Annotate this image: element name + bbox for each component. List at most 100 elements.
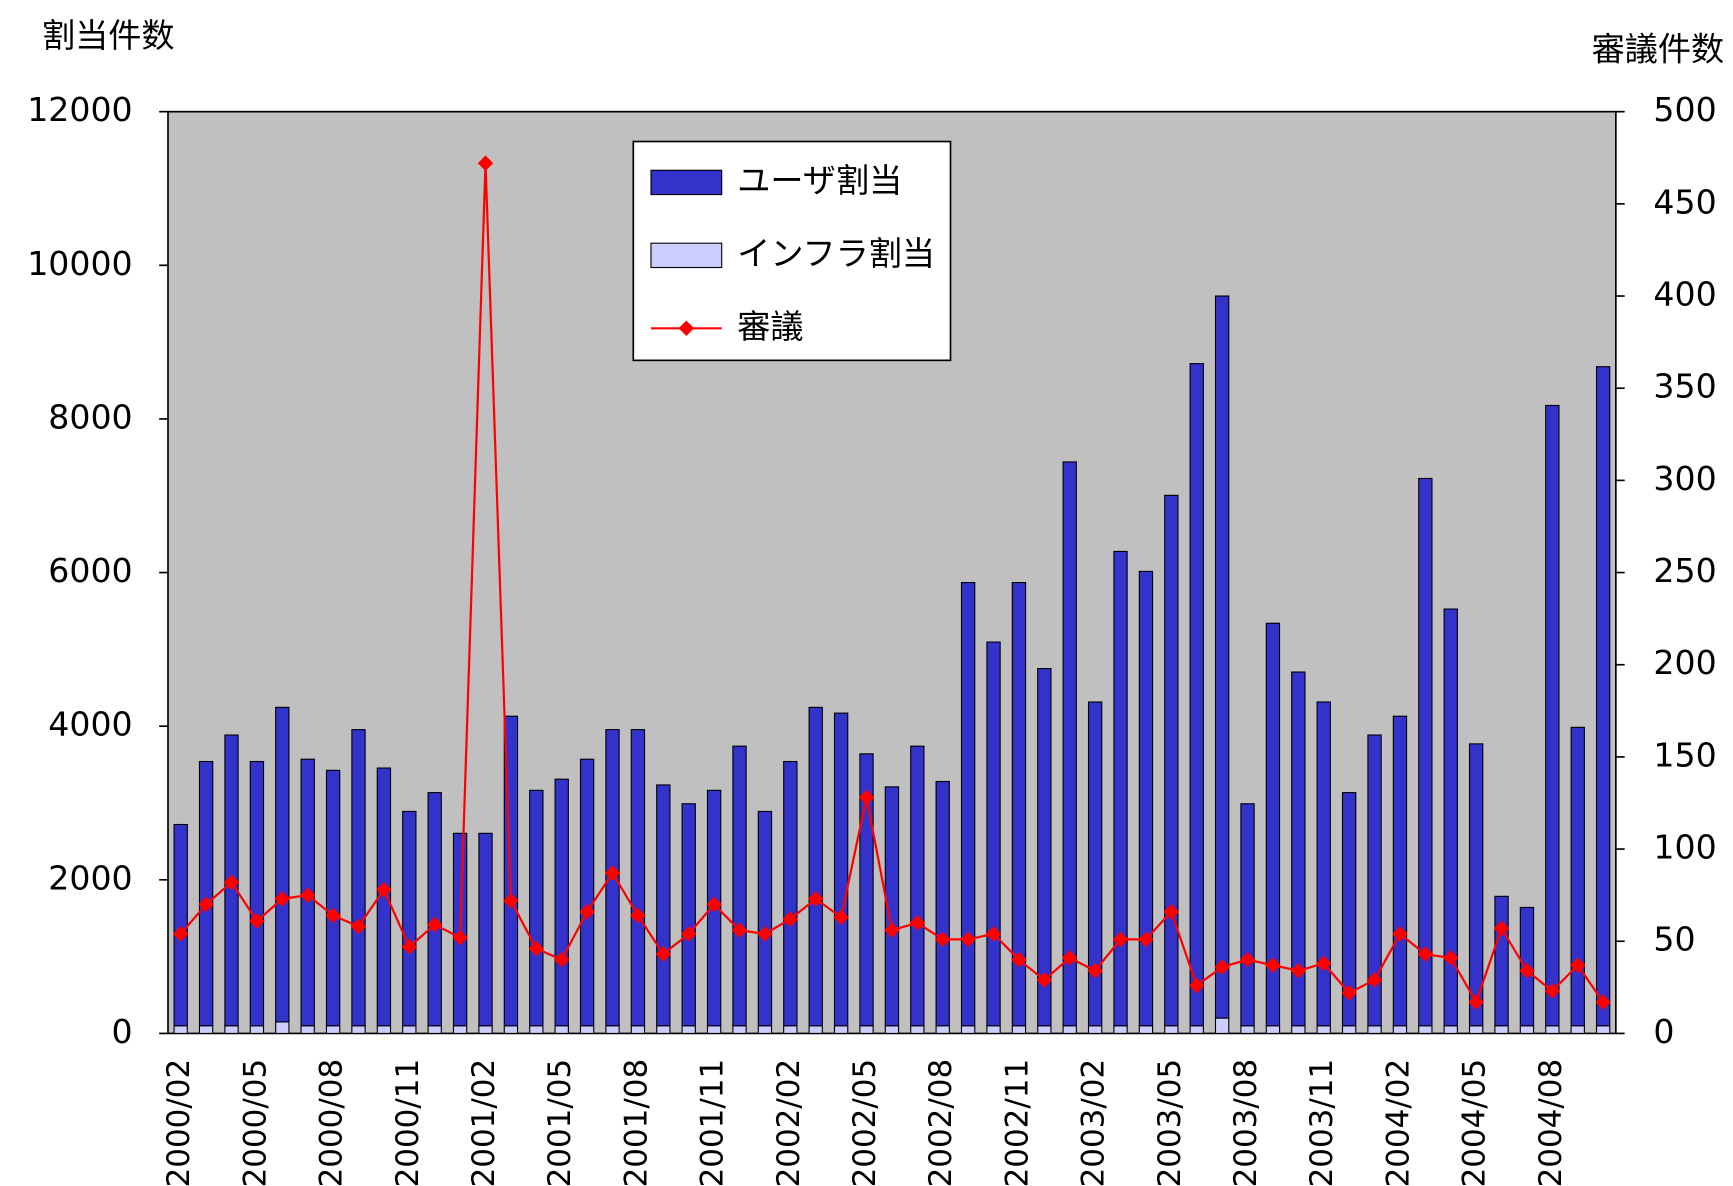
bar	[630, 1025, 646, 1034]
x-tick-label: 2001/02	[466, 1059, 502, 1186]
bar	[1214, 295, 1230, 1019]
bar	[808, 706, 823, 1027]
marker	[655, 946, 672, 962]
bar	[173, 823, 188, 1027]
marker	[1493, 920, 1510, 937]
marker	[706, 896, 722, 913]
bar	[1189, 363, 1204, 1027]
y-tick-label: 10000	[27, 244, 132, 283]
y-tick-label: 2000	[48, 858, 132, 897]
bar	[554, 1025, 569, 1034]
bar	[1087, 701, 1103, 1027]
bar	[757, 1025, 773, 1034]
bar	[376, 1025, 392, 1034]
legend-label: 審議	[737, 307, 803, 346]
bar	[579, 758, 595, 1027]
bar	[1214, 1017, 1230, 1034]
bar	[833, 712, 849, 1027]
marker	[1519, 963, 1535, 979]
x-tick-label: 2001/08	[618, 1059, 654, 1186]
bar	[1316, 1025, 1331, 1034]
marker	[198, 896, 214, 913]
bar	[935, 780, 950, 1027]
x-tick-label: 2003/02	[1076, 1059, 1112, 1186]
legend-swatch	[650, 242, 723, 269]
x-tick-label: 2004/02	[1380, 1059, 1416, 1186]
x-tick-label: 2002/08	[923, 1059, 959, 1186]
bar	[1113, 550, 1128, 1027]
bar	[427, 792, 442, 1027]
bar	[1392, 1025, 1408, 1034]
bar	[173, 1025, 188, 1034]
bar	[1545, 1025, 1560, 1034]
bar	[1545, 404, 1560, 1027]
marker	[376, 881, 392, 898]
bar	[1164, 494, 1179, 1027]
marker	[833, 909, 849, 926]
y-tick-label: 6000	[48, 551, 132, 590]
bar	[1291, 1025, 1306, 1034]
bar	[198, 1025, 214, 1034]
bar	[529, 789, 544, 1027]
bar	[783, 760, 798, 1027]
y-axis-title: 割当件数	[42, 16, 175, 55]
bar	[884, 1025, 900, 1034]
bar	[1341, 792, 1357, 1027]
bar	[351, 729, 366, 1027]
bar	[1367, 734, 1382, 1027]
x-tick-label: 2000/08	[314, 1059, 350, 1186]
bar	[1316, 701, 1331, 1027]
bar	[1418, 1025, 1433, 1034]
x-tick-label: 2000/11	[390, 1059, 426, 1186]
bar	[1468, 743, 1484, 1027]
bar	[986, 641, 1001, 1027]
bar	[1494, 1025, 1509, 1034]
y2-tick-label: 200	[1653, 643, 1716, 682]
marker	[426, 916, 443, 933]
marker	[223, 874, 240, 891]
bar	[960, 1025, 976, 1034]
marker	[1112, 931, 1129, 948]
bar	[1570, 1025, 1585, 1034]
bar	[325, 769, 341, 1027]
x-tick-label: 2003/11	[1304, 1059, 1340, 1186]
bar	[275, 706, 290, 1023]
bar	[1595, 366, 1611, 1027]
marker	[249, 913, 265, 929]
bar	[859, 1025, 874, 1034]
marker	[604, 865, 621, 881]
marker	[1138, 931, 1154, 948]
legend-label: インフラ割当	[737, 234, 935, 273]
y-tick-label: 12000	[27, 90, 132, 129]
x-tick-label: 2002/05	[847, 1059, 883, 1186]
y2-tick-label: 500	[1653, 90, 1716, 129]
x-tick-label: 2002/02	[771, 1059, 807, 1186]
marker	[477, 155, 494, 172]
bar	[1240, 1025, 1255, 1034]
bar	[402, 810, 417, 1027]
bar	[300, 1025, 315, 1034]
bar	[1494, 895, 1509, 1027]
bar	[249, 760, 265, 1027]
x-tick-label: 2004/08	[1533, 1059, 1569, 1186]
bar	[706, 1025, 722, 1034]
bar	[1265, 622, 1281, 1027]
bar	[605, 1025, 620, 1034]
bar	[224, 1025, 239, 1034]
y2-tick-label: 300	[1653, 459, 1716, 498]
y-tick-label: 4000	[48, 705, 132, 744]
bar	[1341, 1025, 1357, 1034]
y2-tick-label: 350	[1653, 367, 1716, 406]
marker	[1417, 946, 1434, 962]
bar	[1164, 1025, 1179, 1034]
marker	[960, 931, 976, 948]
bar	[808, 1025, 823, 1034]
marker	[1468, 994, 1484, 1010]
x-tick-label: 2003/08	[1228, 1059, 1264, 1186]
bar	[1011, 1025, 1027, 1034]
bar	[427, 1025, 442, 1034]
y2-tick-label: 150	[1653, 735, 1716, 774]
marker	[1188, 977, 1205, 994]
bar	[1418, 477, 1433, 1027]
